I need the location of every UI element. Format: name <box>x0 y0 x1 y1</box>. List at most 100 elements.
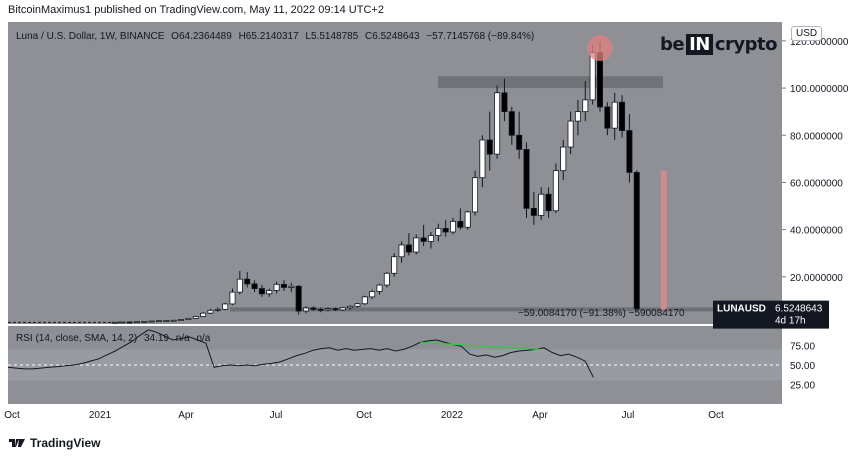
time-tick-label: Oct <box>356 410 372 421</box>
candle-body <box>391 256 398 274</box>
time-axis[interactable] <box>8 404 782 424</box>
rsi-na-2: n/a <box>196 333 211 344</box>
candle-body <box>310 307 317 310</box>
time-tick-label: Jul <box>270 410 283 421</box>
candle-body <box>354 303 361 307</box>
candle-body <box>163 320 170 322</box>
candle-body <box>633 172 640 310</box>
time-tick-label: 2022 <box>441 410 464 421</box>
candle-body <box>472 177 479 213</box>
candle-body <box>508 111 515 136</box>
last-price-tag <box>713 300 829 329</box>
symbol-title: Luna / U.S. Dollar, 1W, BINANCE <box>16 31 165 42</box>
candle-body <box>273 283 280 291</box>
candle-body <box>192 316 199 319</box>
candle-body <box>361 296 368 305</box>
candle-body <box>516 134 523 150</box>
publish-caption: BitcoinMaximus1 published on TradingView… <box>8 4 384 16</box>
candle-body <box>523 149 530 209</box>
time-tick-label: Apr <box>178 410 194 421</box>
candle-body <box>317 308 324 311</box>
candle-body <box>538 193 545 216</box>
candle-body <box>339 307 346 311</box>
close-value: C6.5248643 <box>365 31 420 42</box>
candle-body <box>332 308 339 311</box>
price-tick-label: 20.0000000 <box>790 273 843 284</box>
rsi-legend: RSI (14, close, SMA, 14, 2) 34.19 n/a n/… <box>16 333 214 344</box>
candle-body <box>449 220 456 233</box>
candle-body <box>619 101 626 131</box>
candle-body <box>222 303 229 310</box>
candle-body <box>567 120 574 148</box>
time-tick-label: Jul <box>622 410 635 421</box>
last-price-countdown: 4d 17h <box>775 316 806 327</box>
candle-body <box>494 92 501 155</box>
high-value: H65.2140317 <box>238 31 299 42</box>
price-tick-label: 120.0000000 <box>790 37 849 48</box>
candle-body <box>155 320 162 323</box>
tradingview-icon <box>9 439 25 447</box>
rsi-na-1: n/a <box>175 333 190 344</box>
candle-body <box>405 244 412 253</box>
candle-body <box>126 321 133 324</box>
measure-bar <box>660 170 667 310</box>
last-price-symbol: LUNAUSD <box>717 304 766 315</box>
rsi-title: RSI (14, close, SMA, 14, 2) <box>16 333 138 344</box>
candle-body <box>611 101 618 129</box>
candle-body <box>258 288 265 295</box>
price-tick-label: 80.0000000 <box>790 131 843 142</box>
rsi-line <box>7 329 594 378</box>
candle-body <box>442 228 449 233</box>
candle-body <box>552 170 559 212</box>
candle-body <box>626 130 633 173</box>
candle-body <box>486 139 493 155</box>
candle-body <box>420 237 427 242</box>
candle-body <box>427 235 434 242</box>
price-tick-label: 100.0000000 <box>790 84 849 95</box>
candle-body <box>530 207 537 216</box>
candle-body <box>560 146 567 172</box>
candle-body <box>236 278 243 293</box>
candle-body <box>141 321 148 323</box>
open-value: O64.2364489 <box>171 31 232 42</box>
candle-body <box>457 220 464 228</box>
candle-body <box>119 321 126 324</box>
price-tick-label: 40.0000000 <box>790 226 843 237</box>
candle-body <box>582 99 589 113</box>
tradingview-label: TradingView <box>30 436 101 450</box>
candle-body <box>229 291 236 305</box>
rsi-tick-label: 75.00 <box>790 342 815 353</box>
candle-body <box>413 237 420 253</box>
rsi-value: 34.19 <box>143 333 169 344</box>
candle-body <box>501 92 508 113</box>
last-price-value: 6.5248643 <box>775 304 823 315</box>
measure-label: −59.0084170 (−91.38%) −590084170 <box>518 308 685 319</box>
time-tick-label: Apr <box>532 410 548 421</box>
candle-body <box>604 106 611 129</box>
candle-body <box>133 321 140 324</box>
candle-body <box>302 307 309 312</box>
candle-body <box>148 320 155 323</box>
change-value: −57.7145768 (−89.84%) <box>426 31 535 42</box>
currency-badge[interactable]: USD <box>791 26 823 41</box>
peak-highlight-circle <box>587 35 613 62</box>
candle-body <box>214 308 221 311</box>
candle-body <box>207 309 214 314</box>
candle-body <box>244 278 251 285</box>
price-tick-label: 60.0000000 <box>790 178 843 189</box>
candle-body <box>545 193 552 212</box>
candle-body <box>185 317 192 320</box>
price-axis[interactable] <box>782 22 850 404</box>
tradingview-footer[interactable]: TradingView <box>8 436 100 450</box>
candle-body <box>111 321 118 324</box>
candle-body <box>398 244 405 258</box>
candle-body <box>251 283 258 290</box>
candle-body <box>435 228 442 236</box>
support-zone <box>230 307 782 312</box>
candle-body <box>170 319 177 322</box>
candle-body <box>383 272 390 286</box>
candle-body <box>200 312 207 317</box>
low-value: L5.5148785 <box>305 31 359 42</box>
candle-body <box>266 290 273 295</box>
